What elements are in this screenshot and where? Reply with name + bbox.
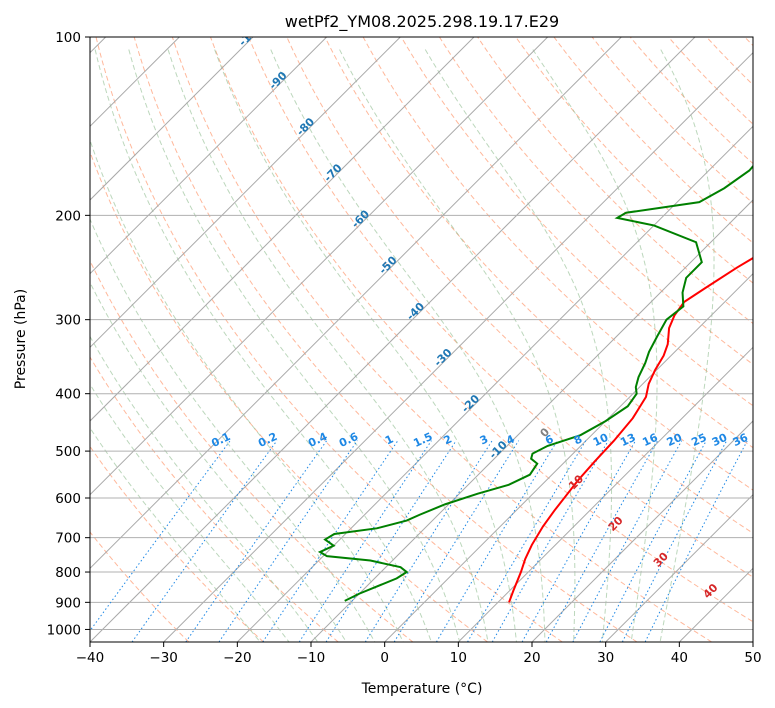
dry-adiabat-line [286, 37, 753, 534]
isotherm-line [531, 420, 753, 642]
y-tick-label: 300 [55, 313, 81, 329]
y-tick-label: 700 [55, 531, 81, 547]
y-tick-label: 500 [55, 444, 81, 460]
mixing-ratio-label: 36 [731, 431, 751, 449]
dry-adiabat-line [324, 37, 753, 491]
isotherm-line [90, 37, 401, 349]
dry-adiabat-line [90, 150, 488, 642]
isotherm-line [605, 493, 753, 642]
dry-adiabat-line [90, 259, 414, 642]
x-tick-label: 10 [450, 650, 467, 666]
moist-adiabat-line [90, 281, 347, 642]
mixing-ratio-label: 20 [665, 431, 685, 449]
mixing-ratio-line [90, 440, 231, 632]
mixing-ratio-line [467, 440, 587, 642]
y-axis: 100 200 300 400 500 600 700 800 900 1000 [47, 30, 90, 638]
mixing-ratio-label: 25 [689, 431, 708, 449]
isotherm-line [163, 51, 753, 642]
x-tick-label: 20 [523, 650, 540, 666]
x-axis: −40 −30 −20 −10 0 10 20 30 40 50 [76, 642, 762, 666]
mixing-ratio-line [185, 440, 328, 642]
plot-frame [89, 36, 754, 643]
mixing-ratio-line [644, 440, 748, 642]
mixing-ratio-line [393, 440, 520, 642]
x-tick-label: 50 [744, 650, 761, 666]
x-axis-label: Temperature (°C) [361, 681, 483, 697]
dry-adiabat-line [591, 37, 753, 204]
y-tick-label: 800 [55, 565, 81, 581]
isotherm-line [310, 199, 753, 642]
isotherm-line [384, 272, 753, 642]
y-tick-label: 100 [55, 30, 81, 46]
mixing-ratio-line [262, 440, 399, 642]
chart-title: wetPf2_YM08.2025.298.19.17.E29 [285, 12, 559, 32]
isotherm-line [90, 37, 622, 570]
isotherm-line [90, 37, 254, 201]
mixing-ratio-line [521, 440, 637, 642]
y-tick-label: 900 [55, 595, 81, 611]
dry-adiabat-line [477, 37, 753, 325]
moist-adiabat-line [659, 49, 715, 642]
moist-adiabat-line [90, 138, 404, 642]
dry-adiabat-line [439, 37, 753, 366]
y-tick-label: 600 [55, 491, 81, 507]
dry-adiabat-line [553, 37, 753, 244]
plot-area [90, 37, 753, 642]
x-tick-label: 40 [671, 650, 688, 666]
isotherm-line [457, 346, 753, 642]
dry-adiabat-label: -100 [236, 20, 265, 49]
mixing-ratio-line [131, 440, 278, 642]
mixing-ratio-label: 13 [618, 431, 637, 449]
mixing-ratio-label: 30 [710, 431, 730, 449]
moist-adiabat-line [90, 217, 376, 642]
mixing-ratio-line [325, 440, 457, 642]
isotherm-line [90, 37, 328, 275]
mixing-ratio-label: 16 [640, 431, 660, 449]
moist-adiabat-line [214, 49, 517, 642]
y-tick-label: 400 [55, 387, 81, 403]
dry-adiabat-line [210, 37, 753, 623]
mixing-ratio-line [572, 440, 683, 642]
dewpoint-trace [317, 164, 753, 602]
dry-adiabat-line [90, 531, 190, 642]
mixing-ratio-line [364, 440, 493, 642]
x-tick-label: −10 [297, 650, 326, 666]
moist-adiabat-line [90, 335, 319, 642]
x-tick-label: 0 [380, 650, 389, 666]
x-tick-label: −30 [149, 650, 178, 666]
isotherm-line [236, 125, 753, 642]
moist-adiabat-line [532, 49, 658, 642]
y-tick-label: 1000 [47, 622, 81, 638]
isotherm-line [90, 37, 549, 496]
moist-adiabat-line [167, 49, 489, 642]
mixing-ratio-line [218, 440, 358, 642]
dry-adiabat-line [90, 356, 339, 642]
y-axis-label: Pressure (hPa) [13, 289, 29, 389]
moist-adiabat-line [94, 49, 432, 642]
isotherm-line [90, 37, 475, 422]
temperature-trace [508, 256, 753, 603]
moist-adiabat-line [424, 49, 613, 642]
x-tick-label: 30 [597, 650, 614, 666]
mixing-ratio-label: 10 [591, 431, 611, 449]
dry-adiabat-line [248, 37, 753, 578]
x-tick-label: −20 [223, 650, 252, 666]
mixing-ratio-line [545, 440, 659, 642]
isotherm-line [90, 37, 696, 642]
x-tick-label: −40 [76, 650, 105, 666]
y-tick-label: 200 [55, 208, 81, 224]
dry-adiabat-line [95, 37, 563, 642]
dry-adiabat-line [133, 37, 638, 642]
mixing-ratio-line [298, 440, 432, 642]
moist-adiabat-line [128, 49, 461, 642]
mixing-ratio-line [435, 440, 558, 642]
dry-adiabat-line [171, 37, 712, 642]
